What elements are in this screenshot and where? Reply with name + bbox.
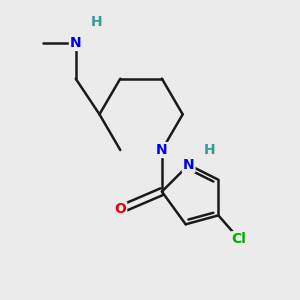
Text: N: N [70, 36, 82, 50]
Text: Cl: Cl [232, 232, 247, 246]
Text: H: H [204, 143, 215, 157]
Text: N: N [156, 143, 168, 157]
Text: N: N [183, 158, 194, 172]
Text: O: O [114, 202, 126, 216]
Text: H: H [91, 15, 102, 29]
